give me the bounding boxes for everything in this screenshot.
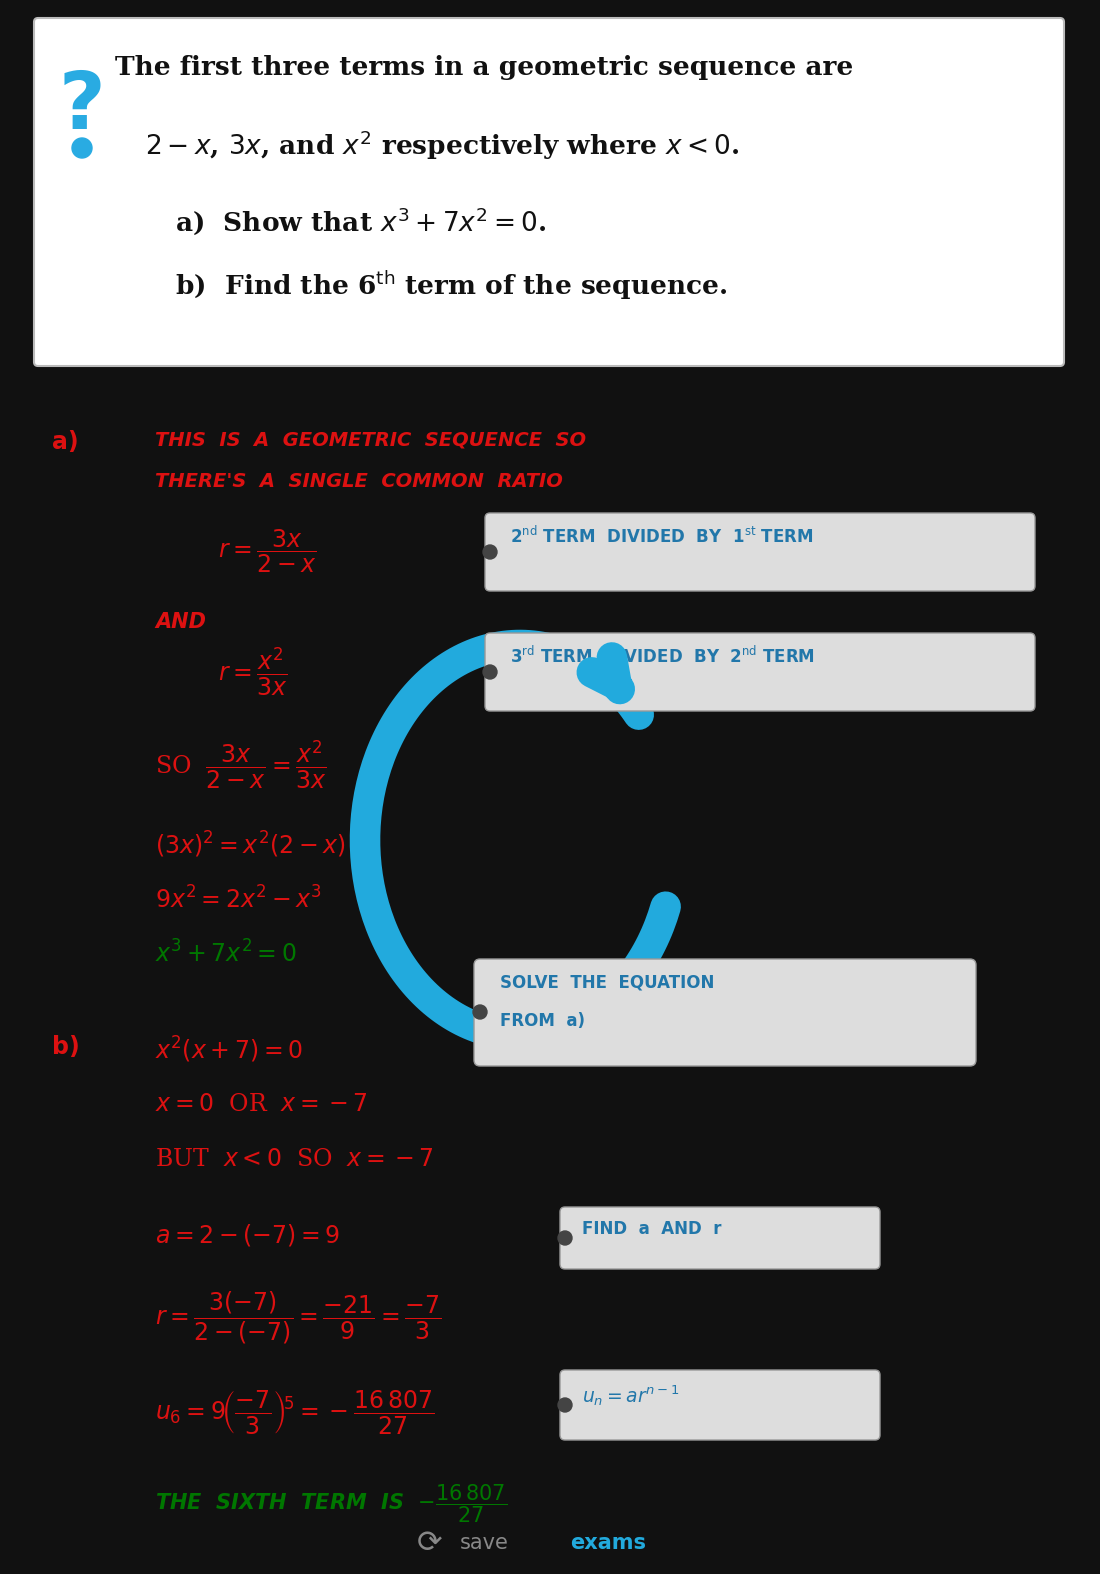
FancyBboxPatch shape xyxy=(34,17,1064,367)
Text: The first three terms in a geometric sequence are: The first three terms in a geometric seq… xyxy=(116,55,854,80)
Text: THERE'S  A  SINGLE  COMMON  RATIO: THERE'S A SINGLE COMMON RATIO xyxy=(155,472,563,491)
Text: FROM  a): FROM a) xyxy=(500,1012,585,1029)
Circle shape xyxy=(72,139,92,157)
Text: ?: ? xyxy=(58,68,106,146)
Circle shape xyxy=(558,1398,572,1412)
Text: $(3x)^2=x^2(2-x)$: $(3x)^2=x^2(2-x)$ xyxy=(155,829,345,861)
Text: a)  Show that $x^3+7x^2=0$.: a) Show that $x^3+7x^2=0$. xyxy=(175,205,547,236)
FancyBboxPatch shape xyxy=(560,1369,880,1440)
FancyBboxPatch shape xyxy=(485,513,1035,590)
Text: ⟳: ⟳ xyxy=(417,1528,442,1558)
Text: my: my xyxy=(530,1533,565,1554)
FancyBboxPatch shape xyxy=(485,633,1035,711)
Text: $u_6=9\!\left(\dfrac{-7}{3}\right)^{\!5}=-\dfrac{16\,807}{27}$: $u_6=9\!\left(\dfrac{-7}{3}\right)^{\!5}… xyxy=(155,1388,434,1435)
Text: THIS  IS  A  GEOMETRIC  SEQUENCE  SO: THIS IS A GEOMETRIC SEQUENCE SO xyxy=(155,430,586,449)
Text: $a=2-(-7)=9$: $a=2-(-7)=9$ xyxy=(155,1221,340,1248)
Circle shape xyxy=(483,545,497,559)
Text: THE  SIXTH  TERM  IS  $-\dfrac{16\,807}{27}$: THE SIXTH TERM IS $-\dfrac{16\,807}{27}$ xyxy=(155,1483,507,1525)
Circle shape xyxy=(483,664,497,678)
Text: a): a) xyxy=(52,430,78,453)
Text: $r=\dfrac{3(-7)}{2-(-7)}=\dfrac{-21}{9}=\dfrac{-7}{3}$: $r=\dfrac{3(-7)}{2-(-7)}=\dfrac{-21}{9}=… xyxy=(155,1291,441,1346)
FancyBboxPatch shape xyxy=(560,1207,880,1269)
Text: b)  Find the 6$^{\mathsf{th}}$ term of the sequence.: b) Find the 6$^{\mathsf{th}}$ term of th… xyxy=(175,268,727,302)
Text: $2-x$, $3x$, and $x^2$ respectively where $x < 0$.: $2-x$, $3x$, and $x^2$ respectively wher… xyxy=(145,127,739,162)
Text: $x^2(x+7)=0$: $x^2(x+7)=0$ xyxy=(155,1036,302,1066)
Text: $x^3+7x^2=0$: $x^3+7x^2=0$ xyxy=(155,940,297,966)
Text: $x=0$  OR  $x=-7$: $x=0$ OR $x=-7$ xyxy=(155,1092,367,1116)
Text: FIND  a  AND  r: FIND a AND r xyxy=(582,1220,722,1239)
Text: $r=\dfrac{x^2}{3x}$: $r=\dfrac{x^2}{3x}$ xyxy=(218,645,288,697)
FancyBboxPatch shape xyxy=(474,959,976,1066)
Text: b): b) xyxy=(52,1036,79,1059)
Text: 3$^{\mathsf{rd}}$ TERM  DIVIDED  BY  2$^{\mathsf{nd}}$ TERM: 3$^{\mathsf{rd}}$ TERM DIVIDED BY 2$^{\m… xyxy=(510,645,815,667)
Circle shape xyxy=(473,1006,487,1018)
Text: $r=\dfrac{3x}{2-x}$: $r=\dfrac{3x}{2-x}$ xyxy=(218,527,317,576)
Text: AND: AND xyxy=(155,612,206,633)
Text: SOLVE  THE  EQUATION: SOLVE THE EQUATION xyxy=(500,973,714,992)
Circle shape xyxy=(558,1231,572,1245)
Text: BUT  $x<0$  SO  $x=-7$: BUT $x<0$ SO $x=-7$ xyxy=(155,1147,433,1171)
Text: 2$^{\mathsf{nd}}$ TERM  DIVIDED  BY  1$^{\mathsf{st}}$ TERM: 2$^{\mathsf{nd}}$ TERM DIVIDED BY 1$^{\m… xyxy=(510,526,814,548)
Text: save: save xyxy=(460,1533,509,1554)
Text: $9x^2=2x^2-x^3$: $9x^2=2x^2-x^3$ xyxy=(155,886,322,913)
Text: $u_n=ar^{n-1}$: $u_n=ar^{n-1}$ xyxy=(582,1384,680,1407)
Text: exams: exams xyxy=(570,1533,646,1554)
Text: SO  $\dfrac{3x}{2-x}=\dfrac{x^2}{3x}$: SO $\dfrac{3x}{2-x}=\dfrac{x^2}{3x}$ xyxy=(155,738,327,790)
